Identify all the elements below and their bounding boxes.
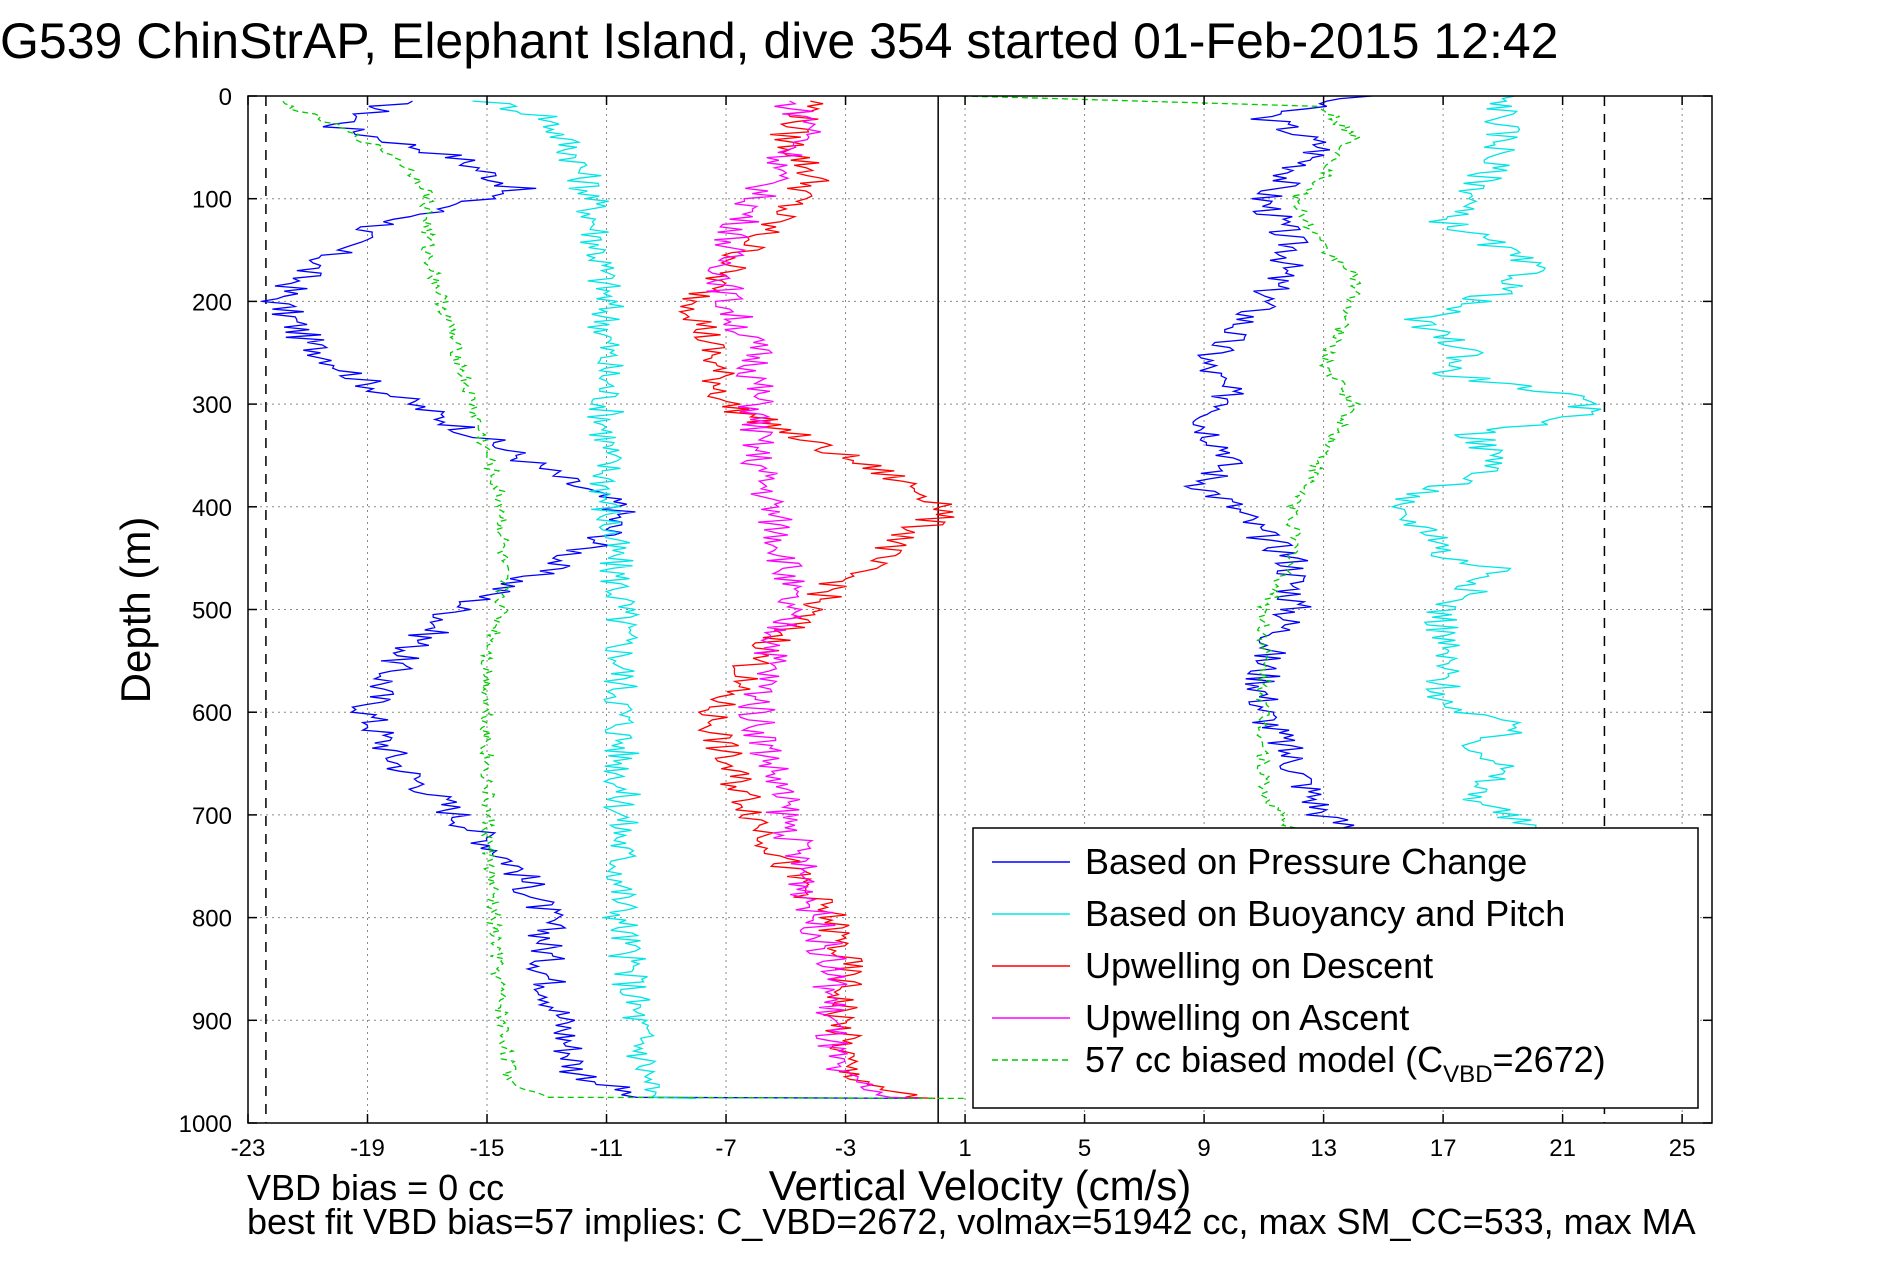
legend-box	[972, 827, 1699, 1109]
y-tick-label: 700	[192, 803, 232, 830]
x-tick-label: 9	[1197, 1135, 1210, 1162]
legend-label: Based on Buoyancy and Pitch	[1085, 893, 1565, 934]
legend-label: 57 cc biased model (CVBD=2672)	[1085, 1039, 1606, 1088]
best-fit-note: best fit VBD bias=57 implies: C_VBD=2672…	[247, 1201, 1696, 1242]
legend-label: Based on Pressure Change	[1085, 841, 1527, 882]
y-tick-label: 0	[219, 84, 232, 111]
series-line	[261, 100, 921, 1100]
y-tick-label: 800	[192, 906, 232, 933]
x-tick-label: -11	[590, 1135, 623, 1162]
legend-label: Upwelling on Ascent	[1085, 997, 1409, 1038]
y-axis-label: Depth (m)	[112, 517, 159, 704]
x-tick-label: -3	[835, 1135, 856, 1162]
y-tick-label: 1000	[179, 1111, 232, 1138]
x-tick-label: 5	[1078, 1135, 1091, 1162]
x-tick-label: -7	[715, 1135, 736, 1162]
x-tick-label: -19	[350, 1135, 385, 1162]
data-series	[261, 96, 1602, 1100]
x-tick-label: 13	[1310, 1135, 1337, 1162]
x-tick-label: -15	[470, 1135, 505, 1162]
x-tick-label: 25	[1669, 1135, 1696, 1162]
series-line	[677, 100, 955, 1100]
y-tick-label: 600	[192, 700, 232, 727]
y-tick-label: 300	[192, 392, 232, 419]
vbd-bias-note: VBD bias = 0 cc	[247, 1167, 505, 1208]
series-line	[706, 100, 921, 1100]
y-tick-label: 900	[192, 1008, 232, 1035]
y-tick-label: 400	[192, 495, 232, 522]
series-line	[961, 96, 1363, 831]
series-line	[1182, 96, 1373, 831]
series-line	[472, 100, 697, 1100]
y-tick-label: 500	[192, 598, 232, 625]
series-line	[1389, 96, 1602, 831]
x-axis-label: Vertical Velocity (cm/s)	[769, 1162, 1191, 1209]
legend-label: Upwelling on Descent	[1085, 945, 1433, 986]
x-tick-label: -23	[231, 1135, 266, 1162]
chart-title: G539 ChinStrAP, Elephant Island, dive 35…	[0, 13, 1559, 69]
y-axis-ticks: 0 100 200 300 400 500 600 700 800 900 1000	[179, 84, 1712, 1138]
x-tick-label: 21	[1549, 1135, 1576, 1162]
x-axis-ticks: -23 -19 -15 -11 -7 -3 1 5 9 13 17 21 25	[231, 96, 1696, 1162]
x-tick-label: 1	[958, 1135, 971, 1162]
x-tick-label: 17	[1430, 1135, 1457, 1162]
y-tick-label: 100	[192, 187, 232, 214]
y-tick-label: 200	[192, 289, 232, 316]
legend: Based on Pressure Change Based on Buoyanc…	[972, 827, 1699, 1109]
series-line	[282, 100, 966, 1100]
